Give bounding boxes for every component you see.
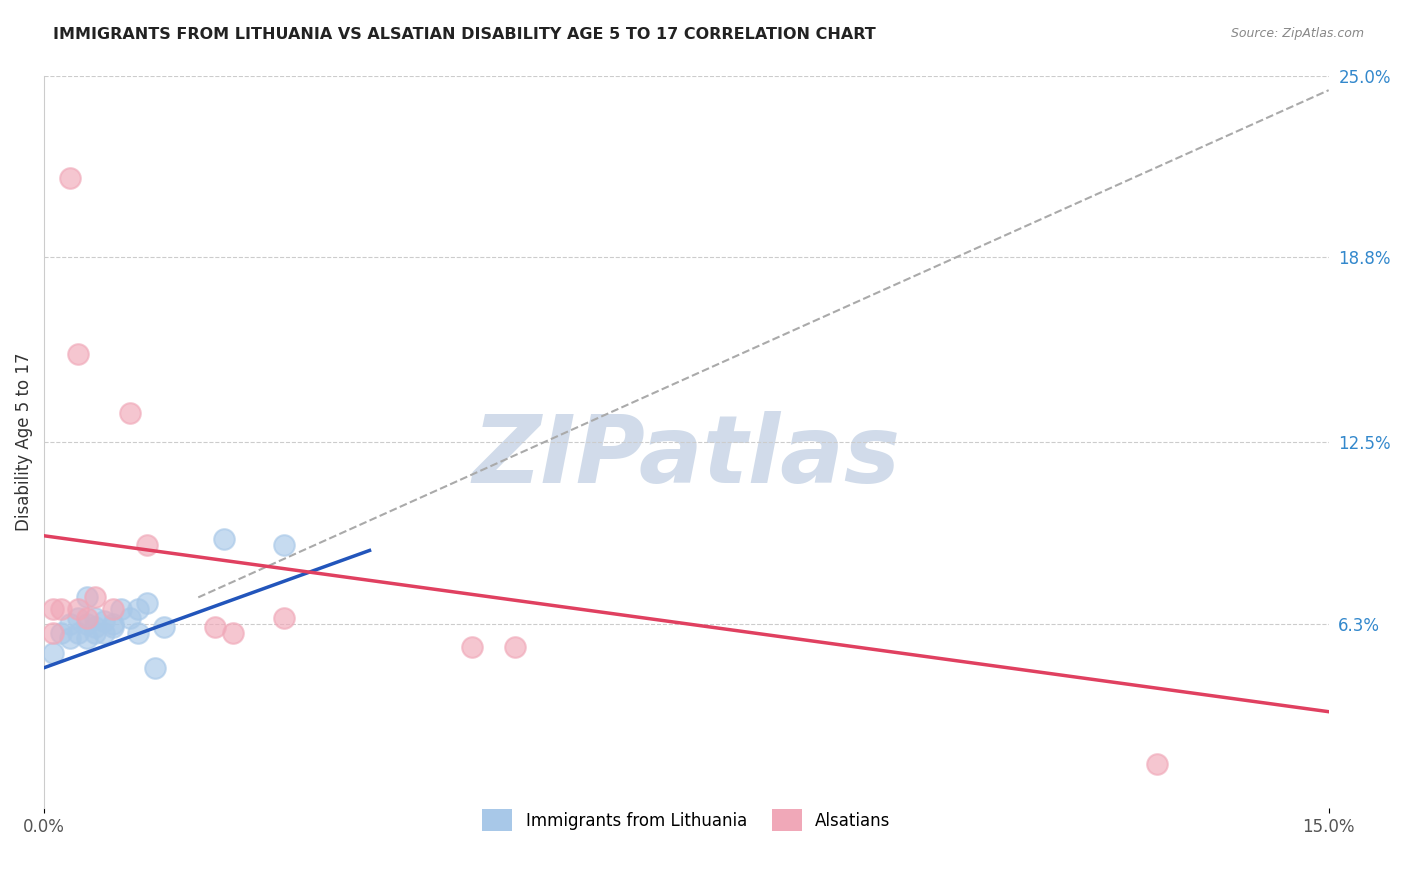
Point: [93, 625, 115, 640]
Legend: Immigrants from Lithuania, Alsatians: Immigrants from Lithuania, Alsatians: [470, 796, 904, 844]
Y-axis label: Disability Age 5 to 17: Disability Age 5 to 17: [15, 352, 32, 532]
Point: [153, 620, 176, 634]
Point: [67, 611, 90, 625]
Point: [110, 602, 132, 616]
Text: ZIPatlas: ZIPatlas: [472, 410, 900, 502]
Point: [118, 406, 141, 420]
Point: [145, 661, 167, 675]
Point: [93, 614, 115, 628]
Point: [127, 625, 149, 640]
Point: [59, 171, 82, 186]
Point: [273, 611, 295, 625]
Point: [84, 620, 107, 634]
Point: [101, 602, 124, 616]
Point: [461, 640, 484, 655]
Point: [84, 625, 107, 640]
Point: [67, 625, 90, 640]
Point: [51, 602, 73, 616]
Point: [41, 625, 63, 640]
Point: [101, 620, 124, 634]
Text: IMMIGRANTS FROM LITHUANIA VS ALSATIAN DISABILITY AGE 5 TO 17 CORRELATION CHART: IMMIGRANTS FROM LITHUANIA VS ALSATIAN DI…: [53, 27, 876, 42]
Point: [273, 538, 295, 552]
Point: [76, 616, 98, 631]
Point: [135, 596, 157, 610]
Point: [76, 611, 98, 625]
Point: [41, 602, 63, 616]
Point: [59, 632, 82, 646]
Point: [503, 640, 526, 655]
Point: [67, 602, 90, 616]
Point: [51, 625, 73, 640]
Point: [212, 532, 235, 546]
Point: [118, 611, 141, 625]
Point: [135, 538, 157, 552]
Point: [59, 616, 82, 631]
Point: [41, 646, 63, 660]
Point: [76, 591, 98, 605]
Point: [84, 611, 107, 625]
Point: [84, 591, 107, 605]
Point: [204, 620, 226, 634]
Point: [101, 616, 124, 631]
Text: Source: ZipAtlas.com: Source: ZipAtlas.com: [1230, 27, 1364, 40]
Point: [76, 632, 98, 646]
Point: [1146, 757, 1168, 772]
Point: [127, 602, 149, 616]
Point: [221, 625, 243, 640]
Point: [67, 347, 90, 361]
